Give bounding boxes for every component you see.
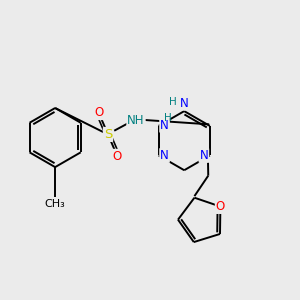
Text: S: S [104,128,112,141]
Text: O: O [216,200,225,213]
Text: N: N [160,149,169,162]
Text: NH: NH [127,114,145,127]
Text: CH₃: CH₃ [45,199,65,209]
Text: N: N [160,119,169,132]
Text: H: H [164,113,172,123]
Text: N: N [200,149,208,162]
Text: O: O [94,106,103,119]
Text: O: O [113,150,122,163]
Text: N: N [180,97,189,110]
Text: H: H [169,97,177,107]
